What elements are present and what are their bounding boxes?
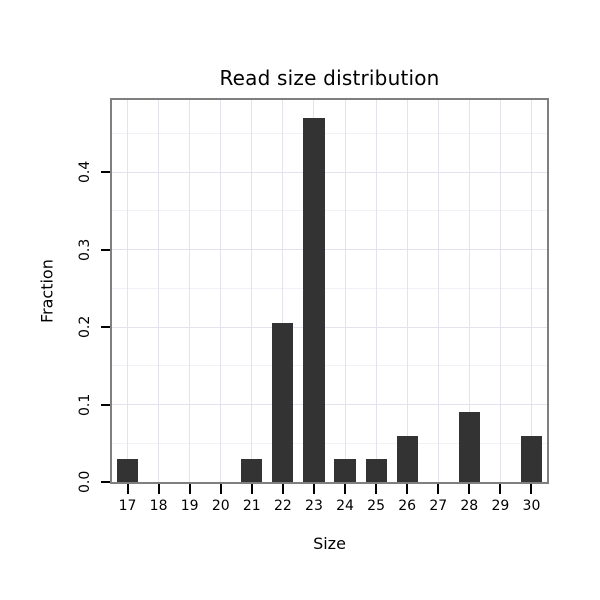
gridline-vertical xyxy=(406,100,408,482)
x-tick-mark xyxy=(312,484,315,494)
x-tick-label: 30 xyxy=(522,498,541,514)
y-tick-mark xyxy=(101,171,110,174)
gridline-vertical xyxy=(375,100,377,482)
y-tick-label: 0.3 xyxy=(77,238,93,261)
x-tick-mark xyxy=(437,484,440,494)
gridline-horizontal-minor xyxy=(112,365,547,367)
x-tick-mark xyxy=(375,484,378,494)
bar-size-30 xyxy=(520,435,543,482)
y-tick-label: 0.4 xyxy=(77,160,93,184)
gridline-vertical xyxy=(127,100,129,482)
gridline-horizontal-minor xyxy=(112,442,547,444)
gridline-vertical xyxy=(437,100,439,482)
x-tick-mark xyxy=(188,484,191,494)
gridline-horizontal-minor xyxy=(112,210,547,212)
x-tick-label: 28 xyxy=(460,498,479,514)
bar-size-23 xyxy=(303,117,325,482)
y-tick-label: 0.0 xyxy=(77,470,93,494)
x-axis: 17 18 19 20 21 22 23 24 25 26 27 28 29 30 xyxy=(112,484,547,528)
gridline-vertical xyxy=(344,100,346,482)
bar-size-22 xyxy=(272,323,294,482)
x-tick-mark xyxy=(281,484,284,494)
y-tick-mark xyxy=(101,248,110,251)
gridline-horizontal-minor xyxy=(112,287,547,289)
gridline-horizontal-major xyxy=(112,171,547,173)
x-tick-mark xyxy=(499,484,502,494)
x-tick-mark xyxy=(126,484,129,494)
x-tick-mark xyxy=(468,484,471,494)
y-tick-mark xyxy=(101,403,110,406)
y-axis-label: Fraction xyxy=(37,259,57,323)
bar-size-21 xyxy=(241,458,263,482)
gridline-vertical xyxy=(530,100,532,482)
gridline-horizontal-major xyxy=(112,326,547,328)
bar-size-25 xyxy=(365,458,387,482)
x-tick-label: 21 xyxy=(242,498,261,514)
x-tick-mark xyxy=(250,484,253,494)
chart-title: Read size distribution xyxy=(219,66,440,90)
gridline-vertical xyxy=(468,100,470,482)
gridline-vertical xyxy=(251,100,253,482)
bar-size-28 xyxy=(458,412,480,482)
x-tick-mark xyxy=(219,484,222,494)
x-tick-label: 26 xyxy=(398,498,417,514)
bar-size-26 xyxy=(396,435,418,482)
y-tick-label: 0.1 xyxy=(77,393,93,416)
gridline-vertical xyxy=(189,100,191,482)
gridline-horizontal-major xyxy=(112,249,547,251)
gridline-vertical xyxy=(499,100,501,482)
y-tick-mark xyxy=(101,326,110,329)
x-tick-label: 18 xyxy=(149,498,168,514)
x-tick-label: 29 xyxy=(491,498,510,514)
y-tick-mark xyxy=(101,481,110,483)
y-tick-label: 0.2 xyxy=(77,315,93,339)
x-tick-mark xyxy=(157,484,160,494)
x-tick-label: 17 xyxy=(118,498,137,514)
x-tick-label: 23 xyxy=(305,498,323,514)
x-tick-label: 25 xyxy=(367,498,385,514)
gridline-horizontal-major xyxy=(112,404,547,406)
x-tick-label: 27 xyxy=(429,498,448,514)
x-tick-label: 22 xyxy=(273,498,292,514)
y-axis: 0.0 0.1 0.2 0.3 0.4 xyxy=(56,100,110,493)
x-tick-mark xyxy=(344,484,347,494)
x-tick-mark xyxy=(406,484,409,494)
x-tick-label: 19 xyxy=(180,498,199,514)
x-tick-label: 20 xyxy=(211,498,230,514)
gridline-horizontal-minor xyxy=(112,132,547,134)
x-axis-label: Size xyxy=(313,534,346,553)
gridline-vertical xyxy=(158,100,160,482)
x-tick-label: 24 xyxy=(336,498,354,514)
bar-size-17 xyxy=(116,458,139,482)
plot-area xyxy=(110,98,549,484)
x-tick-mark xyxy=(530,484,533,494)
gridline-vertical xyxy=(282,100,284,482)
bar-size-24 xyxy=(334,458,356,482)
gridline-vertical xyxy=(220,100,222,482)
